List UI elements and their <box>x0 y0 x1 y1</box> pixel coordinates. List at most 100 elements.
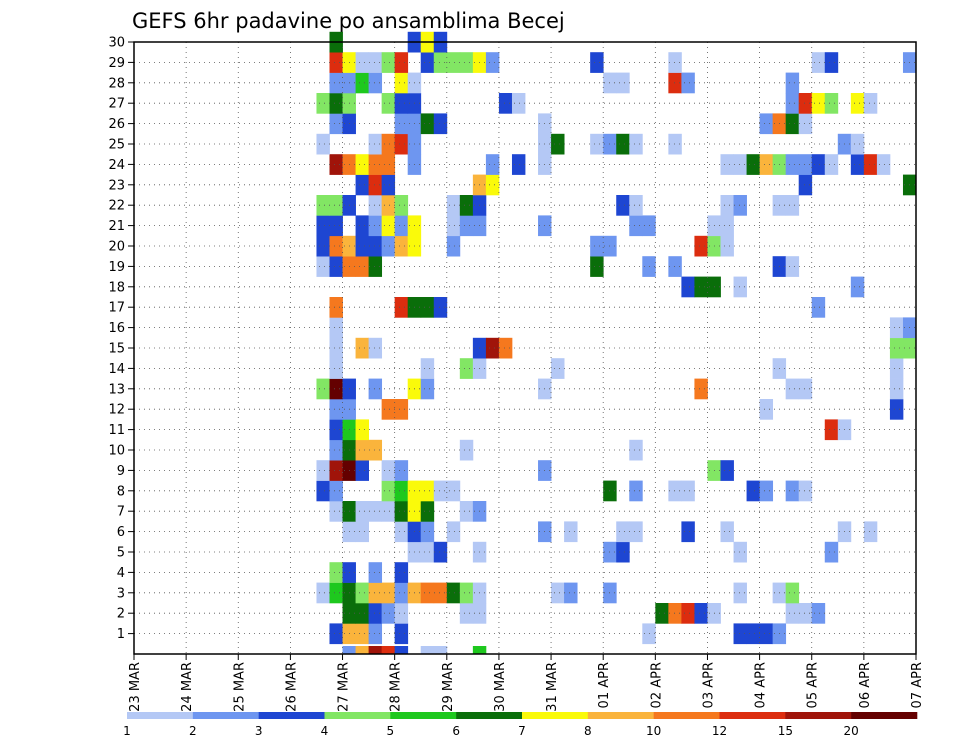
precip-cell <box>368 378 383 400</box>
precip-cell <box>329 317 343 339</box>
precip-cell <box>381 133 396 155</box>
precip-cell <box>720 235 734 257</box>
precip-cell <box>889 337 904 359</box>
precip-cell <box>629 521 643 543</box>
colorbar-swatch <box>785 712 852 719</box>
precip-cell <box>381 174 396 196</box>
precip-cell <box>446 195 461 216</box>
colorbar-label: 15 <box>778 724 793 738</box>
colorbar-swatch <box>719 712 786 719</box>
precip-cell <box>733 541 747 563</box>
precip-cell <box>668 480 682 502</box>
colorbar-label: 2 <box>189 724 197 738</box>
y-tick-label: 1 <box>117 627 125 642</box>
precip-cell <box>785 256 800 277</box>
precip-cell <box>420 501 435 522</box>
precip-cell <box>316 93 330 114</box>
precip-cell <box>511 154 526 175</box>
precip-cell <box>329 195 343 216</box>
precip-cell <box>694 603 708 624</box>
precip-cell <box>668 133 682 155</box>
x-tick-label: 25 MAR <box>232 662 247 712</box>
precip-cell <box>824 541 839 563</box>
precip-cell <box>733 154 747 175</box>
x-tick-label: 01 APR <box>597 662 612 708</box>
precip-cell <box>329 501 343 522</box>
precip-cell <box>824 93 839 114</box>
precip-cell <box>863 521 878 543</box>
precip-cell <box>824 154 839 175</box>
precip-cell <box>394 460 409 481</box>
precip-cell <box>316 133 330 155</box>
precip-cell <box>798 603 813 624</box>
precip-cell <box>459 358 474 379</box>
precip-cell <box>785 154 800 175</box>
precip-cell <box>746 154 760 175</box>
precip-cell <box>459 52 474 73</box>
y-tick-label: 14 <box>108 362 125 377</box>
precip-cell <box>316 235 330 257</box>
precip-cell <box>433 297 448 318</box>
precip-cell <box>759 480 774 502</box>
precip-cell <box>720 154 734 175</box>
precip-cell <box>811 52 826 73</box>
precip-cell <box>355 439 369 461</box>
precip-cell <box>316 256 330 277</box>
y-tick-label: 5 <box>117 546 125 561</box>
precip-cell <box>472 646 487 655</box>
y-tick-label: 26 <box>108 117 125 132</box>
precip-cell <box>824 52 839 73</box>
precip-cell <box>381 195 396 216</box>
precip-cell <box>824 419 839 441</box>
precip-cell <box>368 195 383 216</box>
precip-cell <box>329 562 343 583</box>
precip-cell <box>355 603 369 624</box>
precip-cell <box>394 480 409 502</box>
precip-cell <box>368 133 383 155</box>
colorbar-label: 5 <box>387 724 395 738</box>
y-tick-label: 18 <box>108 280 125 295</box>
colorbar-label: 1 <box>123 724 131 738</box>
y-axis-ticks: 1234567891011121314151617181920212223242… <box>108 36 134 642</box>
precip-cell <box>381 501 396 522</box>
precip-cells <box>316 31 917 655</box>
precip-cell <box>329 399 343 420</box>
precip-cell <box>329 256 343 277</box>
precip-cell <box>368 215 383 237</box>
precip-cell <box>329 215 343 237</box>
precip-cell <box>394 215 409 237</box>
precip-cell <box>668 52 682 73</box>
precip-cell <box>394 646 409 655</box>
precip-cell <box>381 93 396 114</box>
precip-cell <box>785 378 800 400</box>
precip-cell <box>629 480 643 502</box>
precip-cell <box>420 646 435 655</box>
precip-cell <box>694 378 708 400</box>
x-tick-label: 07 APR <box>910 662 925 708</box>
x-tick-label: 03 APR <box>701 662 716 708</box>
colorbar-label: 20 <box>844 724 859 738</box>
precip-cell <box>446 480 461 502</box>
y-tick-label: 24 <box>108 158 125 173</box>
precip-cell <box>459 215 474 237</box>
precip-cell <box>394 297 409 318</box>
precip-cell <box>394 93 409 114</box>
precip-cell <box>368 52 383 73</box>
precip-cell <box>368 562 383 583</box>
precip-cell <box>746 480 760 502</box>
x-tick-label: 26 MAR <box>284 662 299 712</box>
precip-cell <box>381 235 396 257</box>
precip-cell <box>329 480 343 502</box>
x-tick-label: 02 APR <box>649 662 664 708</box>
colorbar-swatch <box>851 712 918 719</box>
precip-cell <box>446 215 461 237</box>
chart-title: GEFS 6hr padavine po ansamblima Becej <box>132 9 565 33</box>
precip-cell <box>381 52 396 73</box>
colorbar-swatch <box>258 712 325 719</box>
colorbar-label: 4 <box>321 724 329 738</box>
x-tick-label: 27 MAR <box>337 662 352 712</box>
precip-cell <box>681 521 695 543</box>
precip-cell <box>759 623 774 645</box>
precip-cell <box>889 399 904 420</box>
colorbar-swatch <box>587 712 654 719</box>
